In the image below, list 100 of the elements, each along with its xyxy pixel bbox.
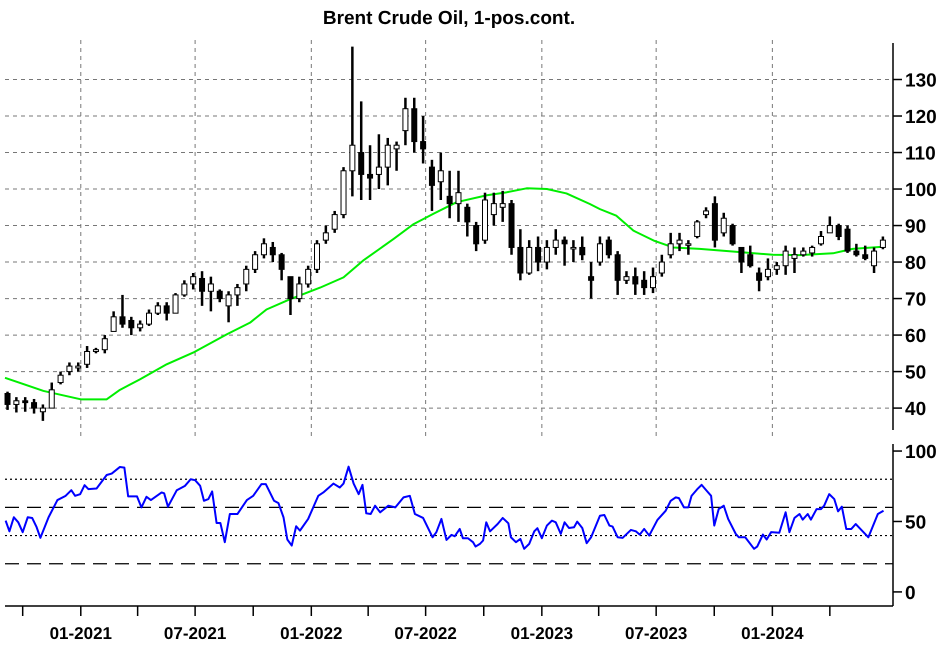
candlestick [606,235,612,260]
candlestick [668,232,674,260]
y-tick-label: 60 [905,326,926,347]
candlestick [438,151,444,202]
x-tick-label: 01-2023 [510,624,574,643]
candlestick [641,270,648,296]
candlestick [632,266,638,296]
candlestick [844,224,851,254]
candlestick [685,238,692,256]
candlestick [270,240,276,264]
candlestick [252,250,258,274]
candlestick [208,275,214,313]
candlestick [48,381,55,410]
candlestick [650,266,656,294]
candlestick [818,230,824,247]
candlestick [730,222,736,247]
candlestick [358,100,364,202]
candlestick [446,170,453,220]
candlestick [871,246,878,274]
candlestick [853,242,860,258]
candlestick [579,235,586,262]
candlestick [570,238,576,264]
x-tick-label: 07-2023 [624,624,688,643]
candlestick [216,288,223,304]
candlestick [428,158,435,212]
candlestick [420,114,426,165]
candlestick [473,220,480,252]
candlestick [154,300,161,316]
candlestick [596,235,603,267]
x-tick-label: 07-2021 [164,624,226,643]
y-tick-label: 90 [905,216,926,238]
candlestick [490,191,497,227]
candlestick [322,224,329,246]
candlestick [862,244,868,262]
candlestick [809,244,816,258]
candlestick [756,266,762,293]
x-tick-label: 07-2022 [394,624,457,643]
candlestick [4,390,11,412]
candlestick [305,264,312,289]
candlestick [720,212,727,238]
candlestick [172,292,179,314]
candlestick [562,235,568,267]
candlestick [128,316,134,336]
y-tick-label: 40 [905,398,926,420]
x-tick-label: 01-2024 [741,624,804,643]
candlestick [287,275,294,316]
candlestick [588,260,594,300]
candlestick [782,244,789,276]
candlestick [84,344,90,370]
candlestick [278,252,285,282]
candlestick [703,206,710,220]
candlestick [367,144,374,202]
candlestick [836,222,842,242]
candlestick [384,136,391,187]
candlestick [146,308,152,328]
y-tick-label: 100 [905,442,937,463]
y-tick-label: 80 [905,252,926,274]
y-tick-label: 0 [905,582,916,604]
candlestick [394,140,400,172]
candlestick [199,270,206,308]
candlestick [164,300,170,322]
y-tick-label: 110 [905,143,936,164]
candlestick [243,264,250,293]
x-tick-label: 01-2022 [280,624,343,643]
y-tick-label: 50 [905,512,926,534]
candlestick [13,396,20,414]
candlestick [694,218,700,240]
candlestick [119,294,126,330]
candlestick [464,202,470,238]
candlestick [376,133,382,190]
candlestick [500,190,506,224]
candlestick [764,257,771,282]
candlestick [826,215,833,234]
candlestick [190,272,196,291]
candlestick [738,246,744,274]
y-tick-label: 100 [905,180,937,201]
y-tick-label: 120 [905,106,937,128]
candlestick [137,319,144,333]
candlestick [31,398,38,415]
candlestick [880,235,886,251]
candlestick [75,361,82,373]
candlestick [623,270,630,286]
y-tick-label: 50 [905,362,926,384]
candlestick [226,290,232,324]
candlestick [658,254,665,278]
candlestick [40,403,46,422]
candlestick [552,228,559,256]
candlestick [774,260,780,276]
candlestick [260,237,267,260]
candlestick [22,396,28,413]
y-tick-label: 70 [905,289,926,310]
candlestick [455,170,462,224]
candlestick [402,96,408,146]
candlestick [234,282,240,308]
chart-title: Brent Crude Oil, 1-pos.cont. [322,8,576,29]
candlestick [296,275,302,304]
candlestick [332,210,338,234]
candlestick [747,244,754,269]
line-series [4,466,885,550]
candlestick [102,334,108,355]
